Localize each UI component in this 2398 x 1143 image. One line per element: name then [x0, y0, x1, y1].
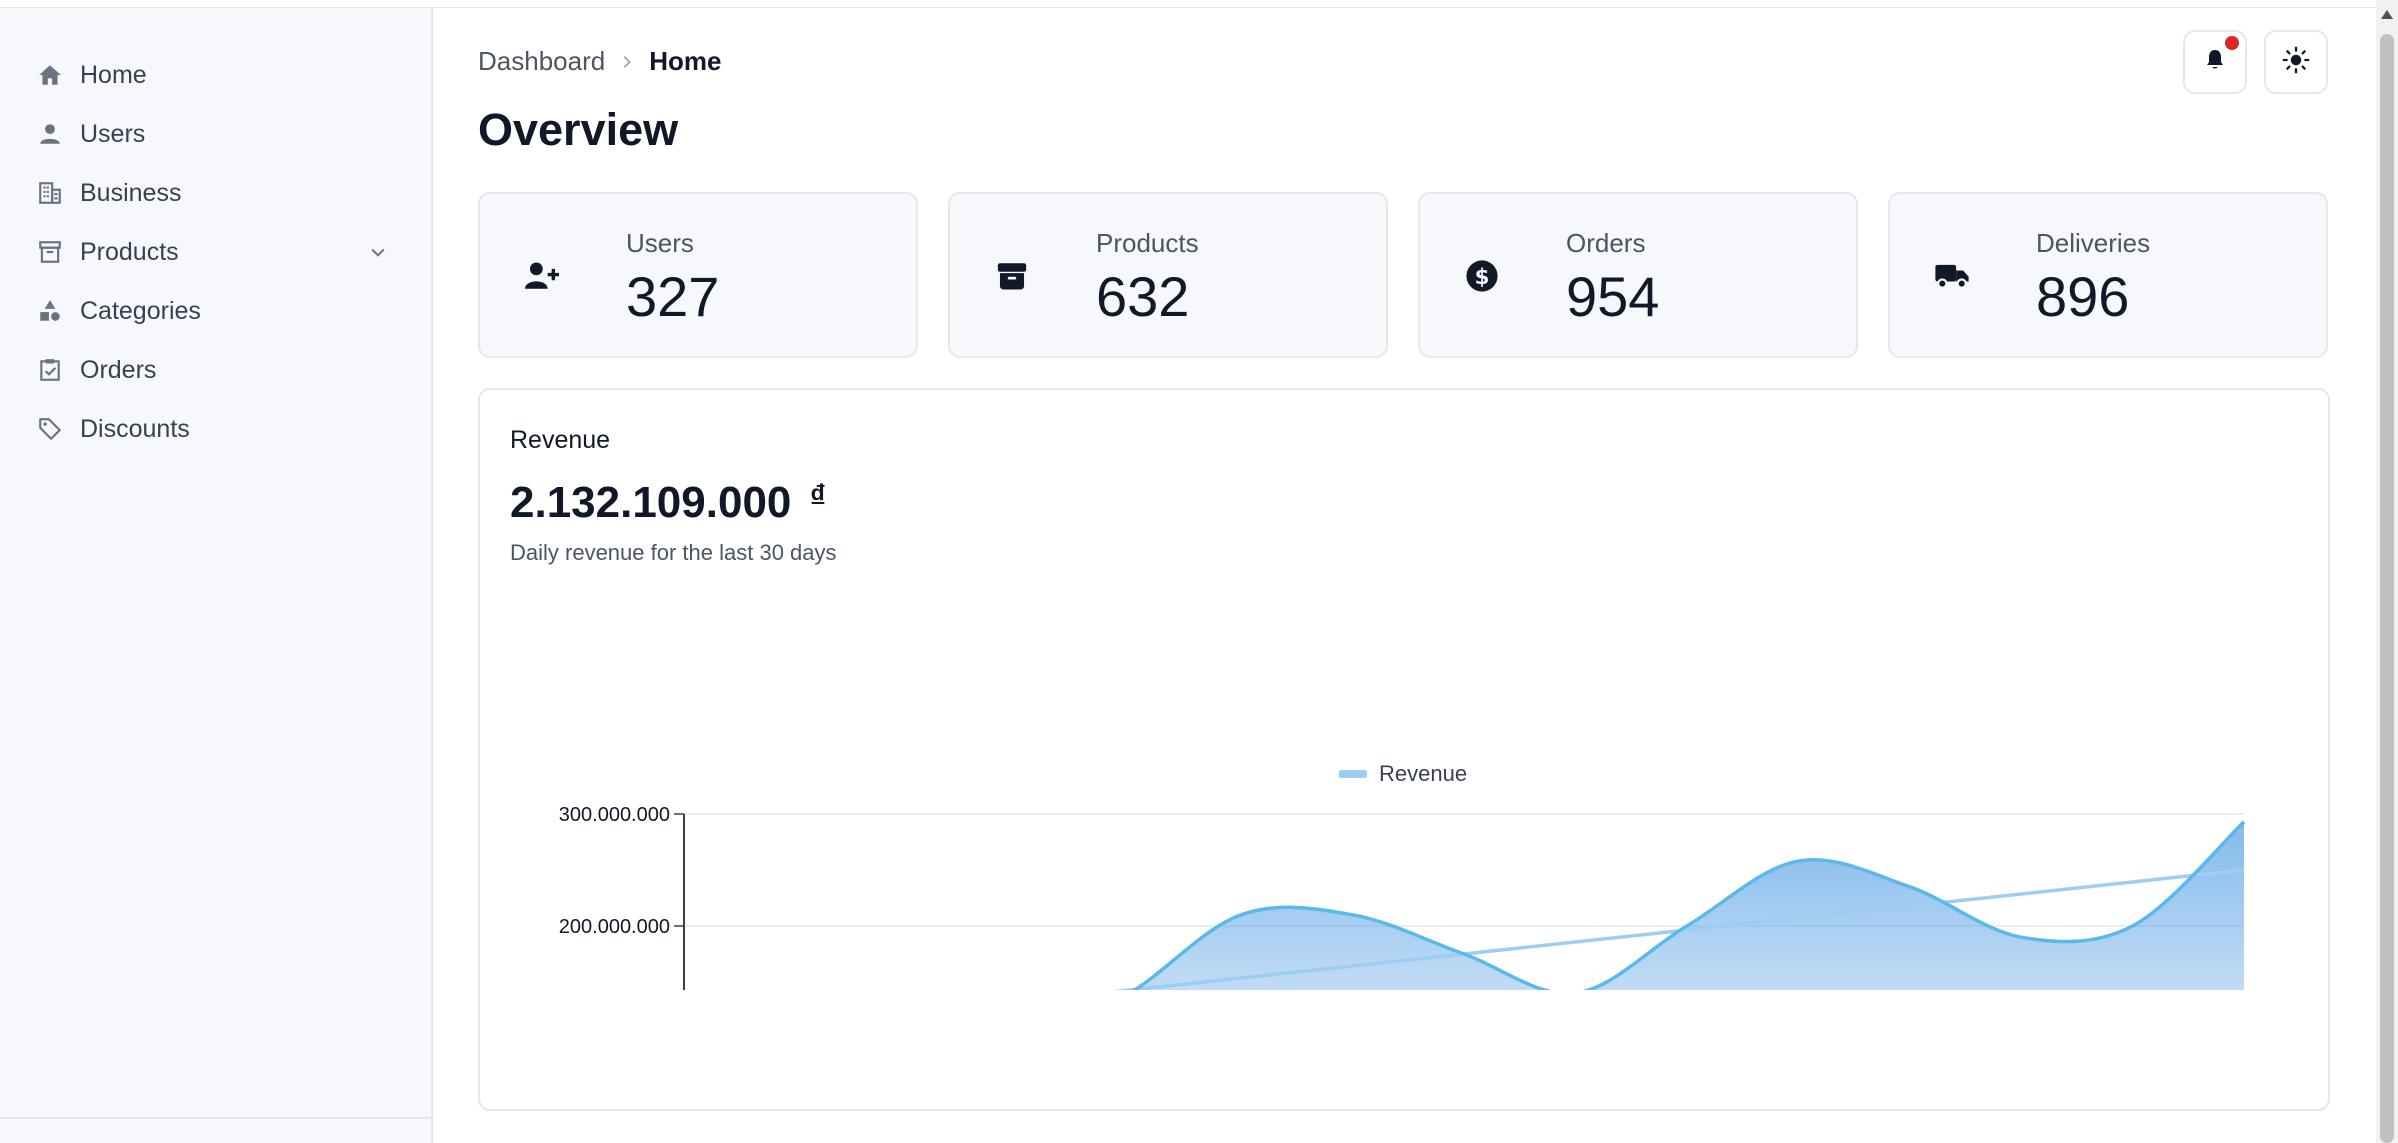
building-icon: [36, 179, 64, 207]
revenue-title: Revenue: [510, 426, 611, 454]
sidebar-item-home[interactable]: Home: [36, 53, 396, 97]
page-title: Overview: [478, 104, 679, 155]
sidebar-item-label: Discounts: [80, 414, 190, 443]
breadcrumb-link-dashboard[interactable]: Dashboard: [478, 46, 606, 76]
sidebar-item-orders[interactable]: Orders: [36, 348, 396, 392]
stat-value: 327: [626, 265, 720, 328]
y-tick-label: 300.000.000: [559, 804, 670, 826]
stat-label: Products: [1096, 228, 1199, 258]
revenue-card: Revenue 2.132.109.000 ₫ Daily revenue fo…: [478, 388, 2330, 1111]
sun-icon: [2282, 46, 2310, 79]
truck-icon: [1932, 256, 1972, 296]
y-tick-label: 200.000.000: [559, 916, 670, 938]
shapes-icon: [36, 297, 64, 325]
stat-card-users: Users 327: [478, 192, 918, 358]
legend-label: Revenue: [1379, 761, 1467, 786]
sidebar-item-label: Orders: [80, 355, 157, 384]
legend-swatch: [1339, 770, 1367, 778]
chevron-right-icon: [619, 54, 635, 70]
bell-icon: [2203, 48, 2227, 77]
user-plus-icon: [522, 256, 562, 296]
chart-legend[interactable]: Revenue: [1339, 761, 1467, 786]
stat-value: 954: [1566, 265, 1660, 328]
scroll-thumb[interactable]: [2380, 34, 2394, 1143]
revenue-description: Daily revenue for the last 30 days: [510, 540, 837, 565]
stat-card-orders: $ Orders 954: [1418, 192, 1858, 358]
sidebar-item-discounts[interactable]: Discounts: [36, 407, 396, 451]
sidebar-item-products[interactable]: Products: [36, 230, 396, 274]
home-icon: [36, 61, 64, 89]
user-icon: [36, 120, 64, 148]
notification-button[interactable]: [2183, 30, 2247, 94]
revenue-chart: Revenue 300.000.000200.000.000100.000.00…: [559, 761, 2246, 990]
sidebar: Home Users Business Products Categories …: [0, 8, 433, 1143]
sidebar-item-label: Business: [80, 178, 182, 207]
revenue-amount: 2.132.109.000 ₫: [510, 478, 826, 528]
archive-box-icon: [992, 256, 1032, 296]
revenue-line: [1131, 820, 2246, 990]
stat-card-products: Products 632: [948, 192, 1388, 358]
scrollbar[interactable]: [2376, 0, 2398, 1143]
chevron-down-icon[interactable]: [368, 242, 388, 267]
tag-icon: [36, 415, 64, 443]
main-content: Dashboard Home Overview Users 327 Produc…: [435, 8, 2376, 1143]
svg-text:$: $: [1475, 265, 1490, 290]
clipboard-check-icon: [36, 356, 64, 384]
stat-label: Orders: [1566, 228, 1646, 258]
theme-toggle-button[interactable]: [2264, 30, 2328, 94]
sidebar-footer: [0, 1117, 433, 1143]
sidebar-item-label: Products: [80, 237, 179, 266]
top-border: [0, 0, 2376, 8]
sidebar-item-label: Users: [80, 119, 146, 148]
revenue-value: 2.132.109.000: [510, 478, 792, 527]
currency-symbol: ₫: [809, 478, 827, 514]
notification-badge: [2225, 36, 2239, 50]
archive-icon: [36, 238, 64, 266]
scroll-up-arrow[interactable]: [2381, 10, 2393, 19]
sidebar-item-users[interactable]: Users: [36, 112, 396, 156]
stat-value: 896: [2036, 265, 2130, 328]
sidebar-item-categories[interactable]: Categories: [36, 289, 396, 333]
sidebar-item-business[interactable]: Business: [36, 171, 396, 215]
sidebar-item-label: Categories: [80, 296, 201, 325]
stat-label: Deliveries: [2036, 228, 2151, 258]
breadcrumb-current: Home: [649, 46, 722, 76]
stat-label: Users: [626, 228, 694, 258]
revenue-area: [1134, 821, 2244, 990]
dollar-circle-icon: $: [1462, 256, 1502, 296]
sidebar-item-label: Home: [80, 60, 147, 89]
stat-value: 632: [1096, 265, 1190, 328]
breadcrumb: Dashboard Home: [478, 46, 721, 77]
stat-card-deliveries: Deliveries 896: [1888, 192, 2328, 358]
